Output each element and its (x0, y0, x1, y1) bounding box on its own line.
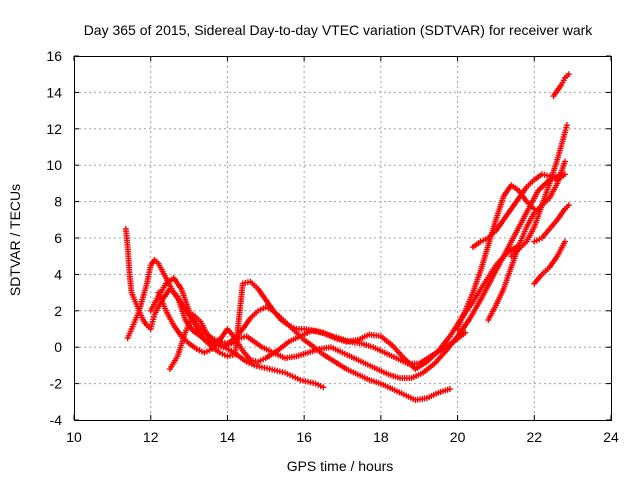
x-tick-label: 20 (450, 429, 466, 445)
series-track-3 (147, 275, 469, 367)
series-track-5 (166, 171, 565, 382)
y-tick-label: -4 (50, 412, 63, 428)
data-point (320, 384, 327, 391)
grid (74, 56, 611, 420)
x-tick-label: 18 (373, 429, 389, 445)
x-tick-label: 12 (143, 429, 159, 445)
y-axis-label: SDTVAR / TECUs (7, 184, 23, 296)
y-tick-label: 6 (54, 230, 62, 246)
x-axis-label: GPS time / hours (287, 458, 394, 474)
y-tick-label: 12 (46, 121, 62, 137)
x-tick-label: 22 (526, 429, 542, 445)
data-point (563, 122, 570, 129)
data-point (561, 158, 568, 165)
y-tick-label: 8 (54, 194, 62, 210)
data-point (565, 71, 572, 78)
data-point (462, 329, 469, 336)
y-tick-label: -2 (50, 376, 63, 392)
x-tick-label: 24 (603, 429, 619, 445)
x-tick-label: 10 (66, 429, 82, 445)
chart-title: Day 365 of 2015, Sidereal Day-to-day VTE… (84, 22, 594, 38)
y-tick-label: 4 (54, 266, 62, 282)
x-tick-label: 14 (220, 429, 236, 445)
series-track-12 (531, 202, 572, 245)
series-track-11 (550, 71, 572, 100)
series-track-7 (469, 171, 568, 251)
y-tick-label: 2 (54, 303, 62, 319)
series-track-9 (508, 122, 570, 260)
data-marks (122, 71, 572, 403)
data-point (561, 238, 568, 245)
series-track-10 (531, 238, 568, 287)
y-tick-label: 14 (46, 84, 62, 100)
data-point (446, 386, 453, 393)
data-point (565, 202, 572, 209)
x-tick-label: 16 (296, 429, 312, 445)
y-tick-label: 10 (46, 157, 62, 173)
y-tick-label: 16 (46, 48, 62, 64)
y-tick-label: 0 (54, 339, 62, 355)
